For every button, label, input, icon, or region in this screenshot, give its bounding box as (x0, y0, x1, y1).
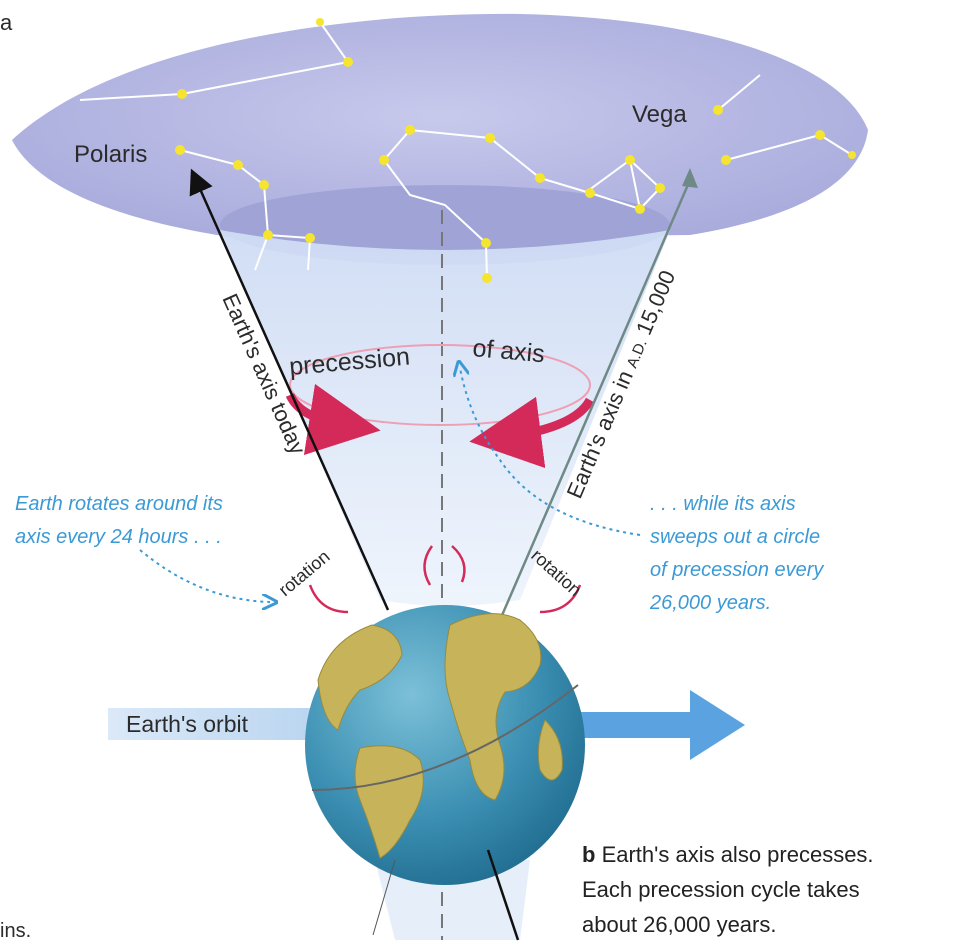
note-left: Earth rotates around its axis every 24 h… (15, 493, 228, 548)
note-right-line2: sweeps out a circle (650, 526, 820, 548)
fragment-top: a (0, 10, 13, 35)
axis-future-line (498, 179, 692, 621)
caption-letter: b (582, 842, 595, 867)
note-right-line4: 26,000 years. (649, 592, 771, 614)
rotation-label-left: rotation (275, 546, 334, 600)
caption-line1: b Earth's axis also precesses. (582, 842, 874, 867)
axis-lower-left-cone (372, 859, 396, 936)
fragment-bottom: ins. (0, 920, 31, 942)
axis-future-arrowhead (682, 168, 698, 188)
note-left-line1: Earth rotates around its (15, 493, 223, 515)
note-right-connector (460, 368, 641, 536)
axis-today-line (189, 168, 390, 611)
caption: b Earth's axis also precesses. Each prec… (582, 842, 880, 937)
polaris-label: Polaris (74, 141, 147, 168)
note-right-line1: . . . while its axis (650, 493, 796, 515)
orbit-arrow-tail (108, 708, 330, 740)
orbit-arrow-head (570, 690, 745, 760)
precession-arrow-right (469, 396, 594, 469)
vega-label: Vega (632, 101, 687, 128)
precession-cone (220, 230, 670, 606)
caption-line2: Each precession cycle takes (582, 877, 860, 902)
stars (175, 18, 856, 283)
equator-line (311, 684, 579, 791)
caption-line3: about 26,000 years. (582, 912, 776, 937)
caption-line1-text: Earth's axis also precesses. (595, 842, 873, 867)
precession-word2: of axis (471, 334, 545, 368)
note-left-line2: axis every 24 hours . . . (15, 526, 222, 548)
note-right-line3: of precession every (650, 559, 824, 581)
precession-arrow-left (285, 383, 381, 456)
precession-circle (289, 344, 591, 426)
rotation-label-right: rotation (527, 545, 585, 600)
orbit-label: Earth's orbit (126, 711, 249, 737)
note-right: . . . while its axis sweeps out a circle… (649, 493, 829, 614)
rotation-arrows (308, 545, 582, 614)
axis-lower-line (486, 849, 520, 941)
note-left-connector (139, 549, 270, 602)
